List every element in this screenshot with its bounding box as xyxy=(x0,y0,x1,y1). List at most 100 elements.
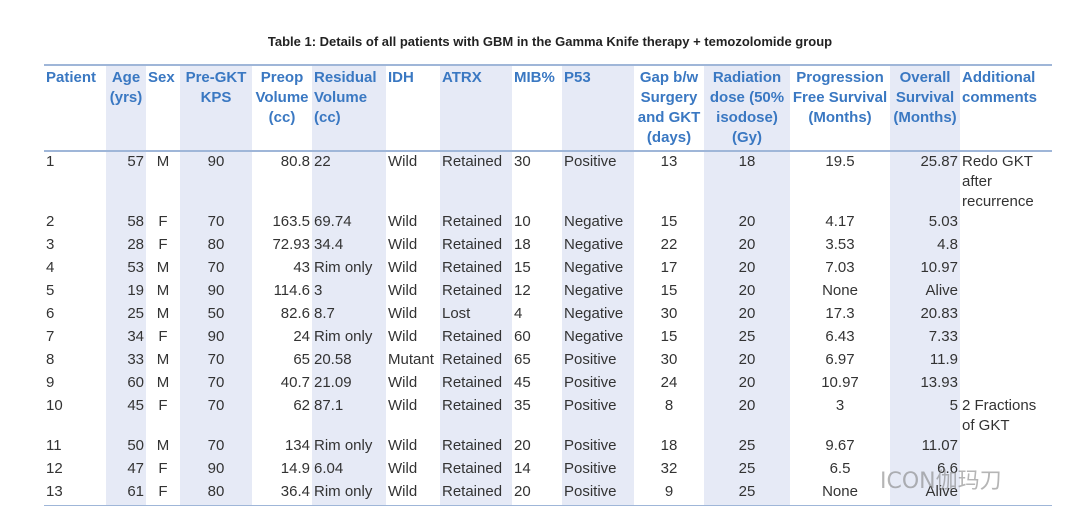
table-cell: 45 xyxy=(514,374,531,391)
column-header: ATRX xyxy=(440,64,512,152)
table-cell: 25 xyxy=(106,304,146,327)
table-cell: 20 xyxy=(514,437,531,454)
table-row: 13 61 F 80 36.4 Rim only Wild Retained 20 Positiv… xyxy=(44,482,1052,506)
table-cell: Alive xyxy=(890,281,960,304)
table-cell: 22 xyxy=(312,151,386,212)
table-cell: 13 xyxy=(660,153,678,170)
table-cell: 25 xyxy=(704,436,790,459)
table-cell: 15 xyxy=(660,282,678,299)
table-cell: 43 xyxy=(293,259,310,276)
table-row: 5 19 M 90 114.6 3 Wild Retained 12 Negative 15 20 No… xyxy=(44,281,1052,304)
table-cell: Negative xyxy=(562,235,634,258)
table-cell: 58 xyxy=(106,212,146,235)
table-cell: 80 xyxy=(180,235,252,258)
table-cell: 65 xyxy=(514,351,531,368)
watermark: ICON伽玛刀 xyxy=(880,469,1002,494)
table-cell: Positive xyxy=(562,482,634,506)
table-cell: 6.6 xyxy=(890,459,960,482)
header-row: Patient Age (yrs) Sex Pre-GKT KPS Preop Volu… xyxy=(44,64,1052,152)
table-cell: F xyxy=(146,482,180,506)
table-cell xyxy=(960,436,1052,459)
table-cell: 30 xyxy=(514,153,531,170)
table-cell: 8 xyxy=(46,351,55,368)
table-cell: 7.33 xyxy=(890,327,960,350)
table-cell: 5 xyxy=(46,282,55,299)
table-cell: Retained xyxy=(440,258,512,281)
table-cell: 5.03 xyxy=(890,212,960,235)
table-cell: Wild xyxy=(388,397,418,414)
table-row: 8 33 M 70 65 20.58 Mutant Retained 65 Positive 30 2… xyxy=(44,350,1052,373)
table-cell: 20.83 xyxy=(890,304,960,327)
table-cell: 17.3 xyxy=(825,305,855,322)
table-cell: Positive xyxy=(562,151,634,212)
table-cell: 22 xyxy=(660,236,678,253)
table-cell: 3 xyxy=(312,281,386,304)
table-cell: Wild xyxy=(386,482,440,506)
table-cell: 3.53 xyxy=(825,236,855,253)
table-cell: Negative xyxy=(562,281,634,304)
table-cell: 20 xyxy=(704,212,790,235)
table-cell: M xyxy=(156,374,170,391)
table-cell: 20 xyxy=(704,258,790,281)
table-cell: 19 xyxy=(106,281,146,304)
table-row: 10 45 F 70 62 87.1 Wild Retained 35 Positive 8 20 3 5… xyxy=(44,396,1052,436)
column-header: Patient xyxy=(44,64,106,152)
table-cell: 14.9 xyxy=(280,460,310,477)
table-cell: Retained xyxy=(440,281,512,304)
table-cell: Wild xyxy=(388,305,418,322)
table-cell: 6.97 xyxy=(825,351,855,368)
table-cell: 13 xyxy=(44,482,106,506)
table-cell: Negative xyxy=(562,258,634,281)
table-cell: 32 xyxy=(660,460,678,477)
table-cell: 114.6 xyxy=(273,282,310,299)
table-cell: 163.5 xyxy=(272,213,310,230)
table-cell: 34.4 xyxy=(312,235,386,258)
table-cell: 90 xyxy=(180,327,252,350)
table-cell: 50 xyxy=(106,436,146,459)
table-cell: 47 xyxy=(106,459,146,482)
table-cell: 4.8 xyxy=(890,235,960,258)
table-cell: Retained xyxy=(440,212,512,235)
table-cell: 6 xyxy=(46,305,55,322)
table-cell: 90 xyxy=(180,459,252,482)
table-cell: 57 xyxy=(106,151,146,212)
table-cell: 11 xyxy=(46,437,62,454)
table-cell: 6.43 xyxy=(825,328,855,345)
table-cell: M xyxy=(156,282,170,299)
table-cell: 11.07 xyxy=(890,436,960,459)
table-cell: 1 xyxy=(46,153,55,170)
table-cell: 21.09 xyxy=(312,373,386,396)
table-cell xyxy=(960,373,1052,396)
table-cell: 20 xyxy=(704,281,790,304)
table-cell: Positive xyxy=(562,436,634,459)
table-cell: 36.4 xyxy=(252,482,312,506)
table-cell: F xyxy=(158,236,168,253)
table-row: 6 25 M 50 82.6 8.7 Wild Lost 4 Negative 30 20 17.3 20… xyxy=(44,304,1052,327)
column-header: Residual Volume (cc) xyxy=(312,64,386,152)
table-cell: 70 xyxy=(180,258,252,281)
table-cell: 72.93 xyxy=(272,236,310,253)
table-row: 4 53 M 70 43 Rim only Wild Retained 15 Negative 17… xyxy=(44,258,1052,281)
table-cell: 9 xyxy=(634,482,704,506)
table-cell: 20 xyxy=(512,482,562,506)
table-cell: 28 xyxy=(106,235,146,258)
table-cell: 69.74 xyxy=(312,212,386,235)
table-cell: 60 xyxy=(514,328,531,345)
table-row: 12 47 F 90 14.9 6.04 Wild Retained 14 Positive 32 2… xyxy=(44,459,1052,482)
table-cell: Wild xyxy=(388,460,418,477)
column-header: MIB% xyxy=(512,64,562,152)
table-cell: 13.93 xyxy=(890,373,960,396)
table-cell: 17 xyxy=(660,259,678,276)
table-cell: 82.6 xyxy=(280,305,310,322)
table-cell: 4.17 xyxy=(825,213,855,230)
table-cell: Rim only xyxy=(312,327,386,350)
table-row: 11 50 M 70 134 Rim only Wild Retained 20 Positive… xyxy=(44,436,1052,459)
table-cell: Retained xyxy=(440,151,512,212)
column-header: Preop Volume (cc) xyxy=(252,64,312,152)
table-cell: 62 xyxy=(293,397,310,414)
table-cell: None xyxy=(822,282,858,299)
table-cell: 45 xyxy=(106,396,146,436)
table-row: 3 28 F 80 72.93 34.4 Wild Retained 18 Negative 22 2… xyxy=(44,235,1052,258)
table-cell xyxy=(960,258,1052,281)
table-cell: 25 xyxy=(704,459,790,482)
